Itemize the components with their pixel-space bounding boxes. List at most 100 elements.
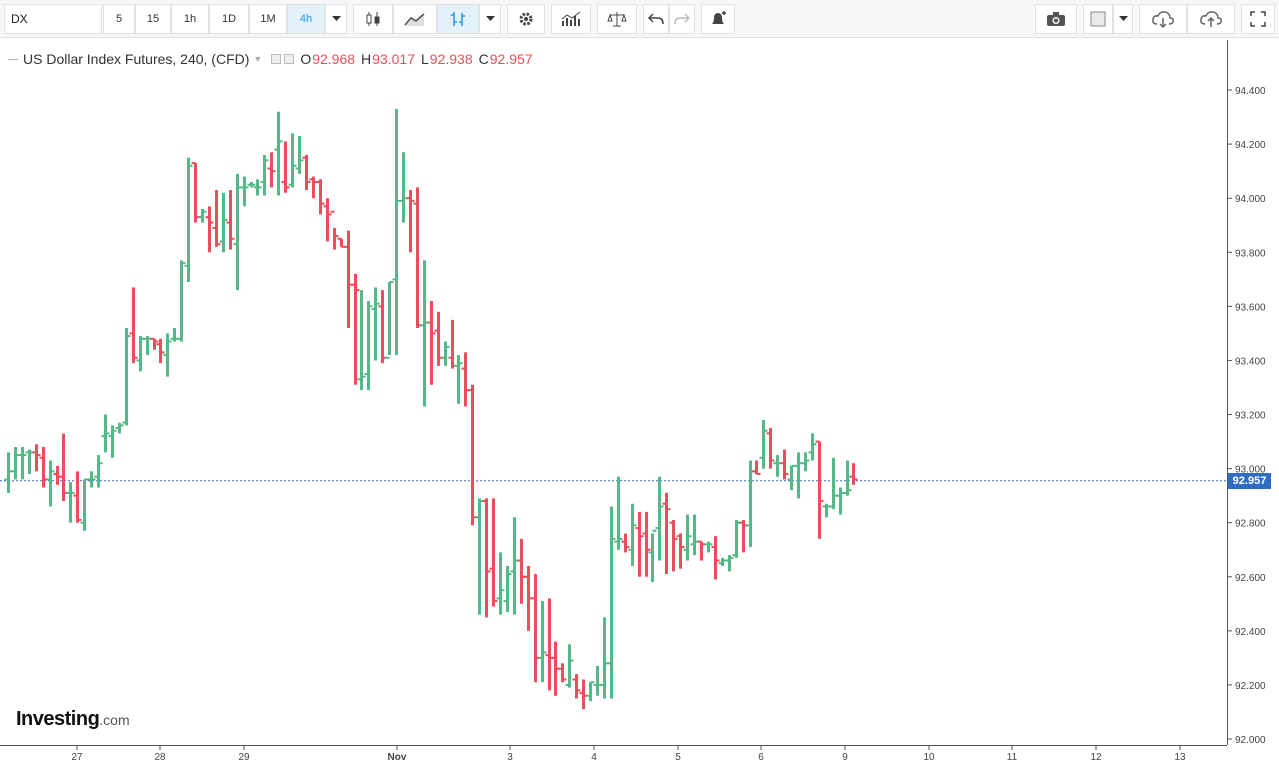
current-price-badge: 92.957 xyxy=(1228,473,1271,489)
ohlc-bar xyxy=(309,176,318,199)
ohlc-bar xyxy=(247,181,256,188)
ohlc-bar xyxy=(510,517,519,615)
ohlc-bar xyxy=(635,511,644,577)
ohlc-bar xyxy=(725,555,734,572)
ohlc-bar xyxy=(655,476,664,561)
ohlc-bar xyxy=(565,644,574,688)
interval-4h-button[interactable]: 4h xyxy=(287,4,325,34)
interval-15-button[interactable]: 15 xyxy=(135,4,171,34)
chart-legend: — US Dollar Index Futures, 240, (CFD) ▼ … xyxy=(8,48,533,70)
ohlc-bar xyxy=(600,617,609,699)
ohlc-bar xyxy=(454,355,463,404)
area-style-button[interactable] xyxy=(393,4,437,34)
close-label: C xyxy=(478,51,489,67)
ohlc-bar xyxy=(59,433,68,502)
interval-1d-button[interactable]: 1D xyxy=(209,4,249,34)
visibility-icon[interactable] xyxy=(271,54,282,64)
alert-button[interactable] xyxy=(701,4,735,34)
close-value: 92.957 xyxy=(489,51,533,67)
load-chart-button[interactable] xyxy=(1139,4,1187,34)
undo-button[interactable] xyxy=(643,4,669,34)
x-tick-label: 28 xyxy=(154,752,166,763)
ohlc-bar xyxy=(302,154,311,191)
x-tick-label: 5 xyxy=(675,752,681,763)
ohlc-bar xyxy=(662,492,671,575)
redo-button[interactable] xyxy=(669,4,695,34)
interval-5-button[interactable]: 5 xyxy=(103,4,135,34)
ohlc-bar xyxy=(198,209,207,223)
interval-1h-button[interactable]: 1h xyxy=(171,4,209,34)
ohlc-bar xyxy=(822,503,831,518)
ohlc-bar xyxy=(579,679,588,710)
ohlc-bar xyxy=(115,422,124,434)
bars-style-button[interactable] xyxy=(437,4,479,34)
ohlc-bar xyxy=(676,533,685,569)
ohlc-bar xyxy=(253,179,262,196)
low-value: 92.938 xyxy=(429,51,473,67)
snapshot-button[interactable] xyxy=(1035,4,1077,34)
ohlc-bar xyxy=(212,190,221,247)
ohlc-bar xyxy=(593,665,602,696)
ohlc-bar xyxy=(46,460,55,507)
ohlc-bar xyxy=(156,338,165,364)
interval-dropdown-button[interactable] xyxy=(325,4,347,34)
ohlc-bar xyxy=(496,552,505,615)
ohlc-bar xyxy=(385,281,394,359)
fullscreen-icon xyxy=(1250,11,1266,27)
ohlc-bar xyxy=(150,337,159,350)
y-tick-label: 93.800 xyxy=(1235,248,1266,259)
ohlc-bar xyxy=(108,425,117,458)
ohlc-bar xyxy=(191,162,200,223)
indicators-button[interactable] xyxy=(551,4,591,34)
scales-icon xyxy=(607,12,627,27)
settings-button[interactable] xyxy=(507,4,545,34)
ohlc-bar xyxy=(752,460,761,476)
ohlc-bar xyxy=(295,136,304,174)
color-picker-button[interactable] xyxy=(1083,4,1113,34)
ohlc-bar xyxy=(766,428,775,469)
symbol-input[interactable]: DX xyxy=(4,4,102,34)
ohlc-bar xyxy=(413,187,422,328)
ohlc-bar xyxy=(163,333,172,377)
ohlc-bar xyxy=(288,133,297,188)
ohlc-bar xyxy=(11,446,20,480)
ohlc-bar xyxy=(801,452,810,472)
ohlc-bar xyxy=(503,565,512,612)
ohlc-bar xyxy=(545,598,554,691)
y-tick-label: 93.600 xyxy=(1235,302,1266,313)
ohlc-bar xyxy=(586,681,595,702)
price-chart[interactable]: 94.400 94.200 94.000 93.800 93.600 93.400 93.2… xyxy=(0,38,1279,771)
fullscreen-button[interactable] xyxy=(1241,4,1275,34)
ohlc-bar xyxy=(836,487,845,515)
ohlc-bar xyxy=(233,173,242,291)
ohlc-bar xyxy=(628,503,637,566)
collapse-icon[interactable]: — xyxy=(8,53,18,65)
ohlc-bar xyxy=(434,311,443,366)
ohlc-bar xyxy=(80,478,89,531)
compare-button[interactable] xyxy=(597,4,637,34)
color-dropdown-button[interactable] xyxy=(1113,4,1133,34)
interval-1m-button[interactable]: 1M xyxy=(249,4,287,34)
ohlc-bar xyxy=(843,460,852,496)
ohlc-bar xyxy=(642,511,651,577)
chevron-down-icon[interactable]: ▼ xyxy=(253,54,263,64)
ohlc-bar xyxy=(330,210,339,250)
undo-icon xyxy=(648,13,664,25)
ohlc-bar xyxy=(551,641,560,696)
ohlc-bar xyxy=(739,519,748,553)
settings-small-icon[interactable] xyxy=(284,54,295,64)
ohlc-bar xyxy=(711,536,720,580)
ohlc-bar xyxy=(143,336,152,356)
ohlc-bar xyxy=(558,663,567,683)
chevron-down-icon xyxy=(331,16,341,21)
candles-style-button[interactable] xyxy=(353,4,393,34)
ohlc-bar xyxy=(468,384,477,526)
save-chart-button[interactable] xyxy=(1187,4,1235,34)
x-tick-label: 3 xyxy=(507,752,513,763)
ohlc-bar xyxy=(489,498,498,607)
style-dropdown-button[interactable] xyxy=(479,4,501,34)
x-tick-label: 12 xyxy=(1090,752,1102,763)
ohlc-bar xyxy=(351,273,360,385)
ohlc-bar xyxy=(607,506,616,699)
candlestick-icon xyxy=(366,12,380,26)
